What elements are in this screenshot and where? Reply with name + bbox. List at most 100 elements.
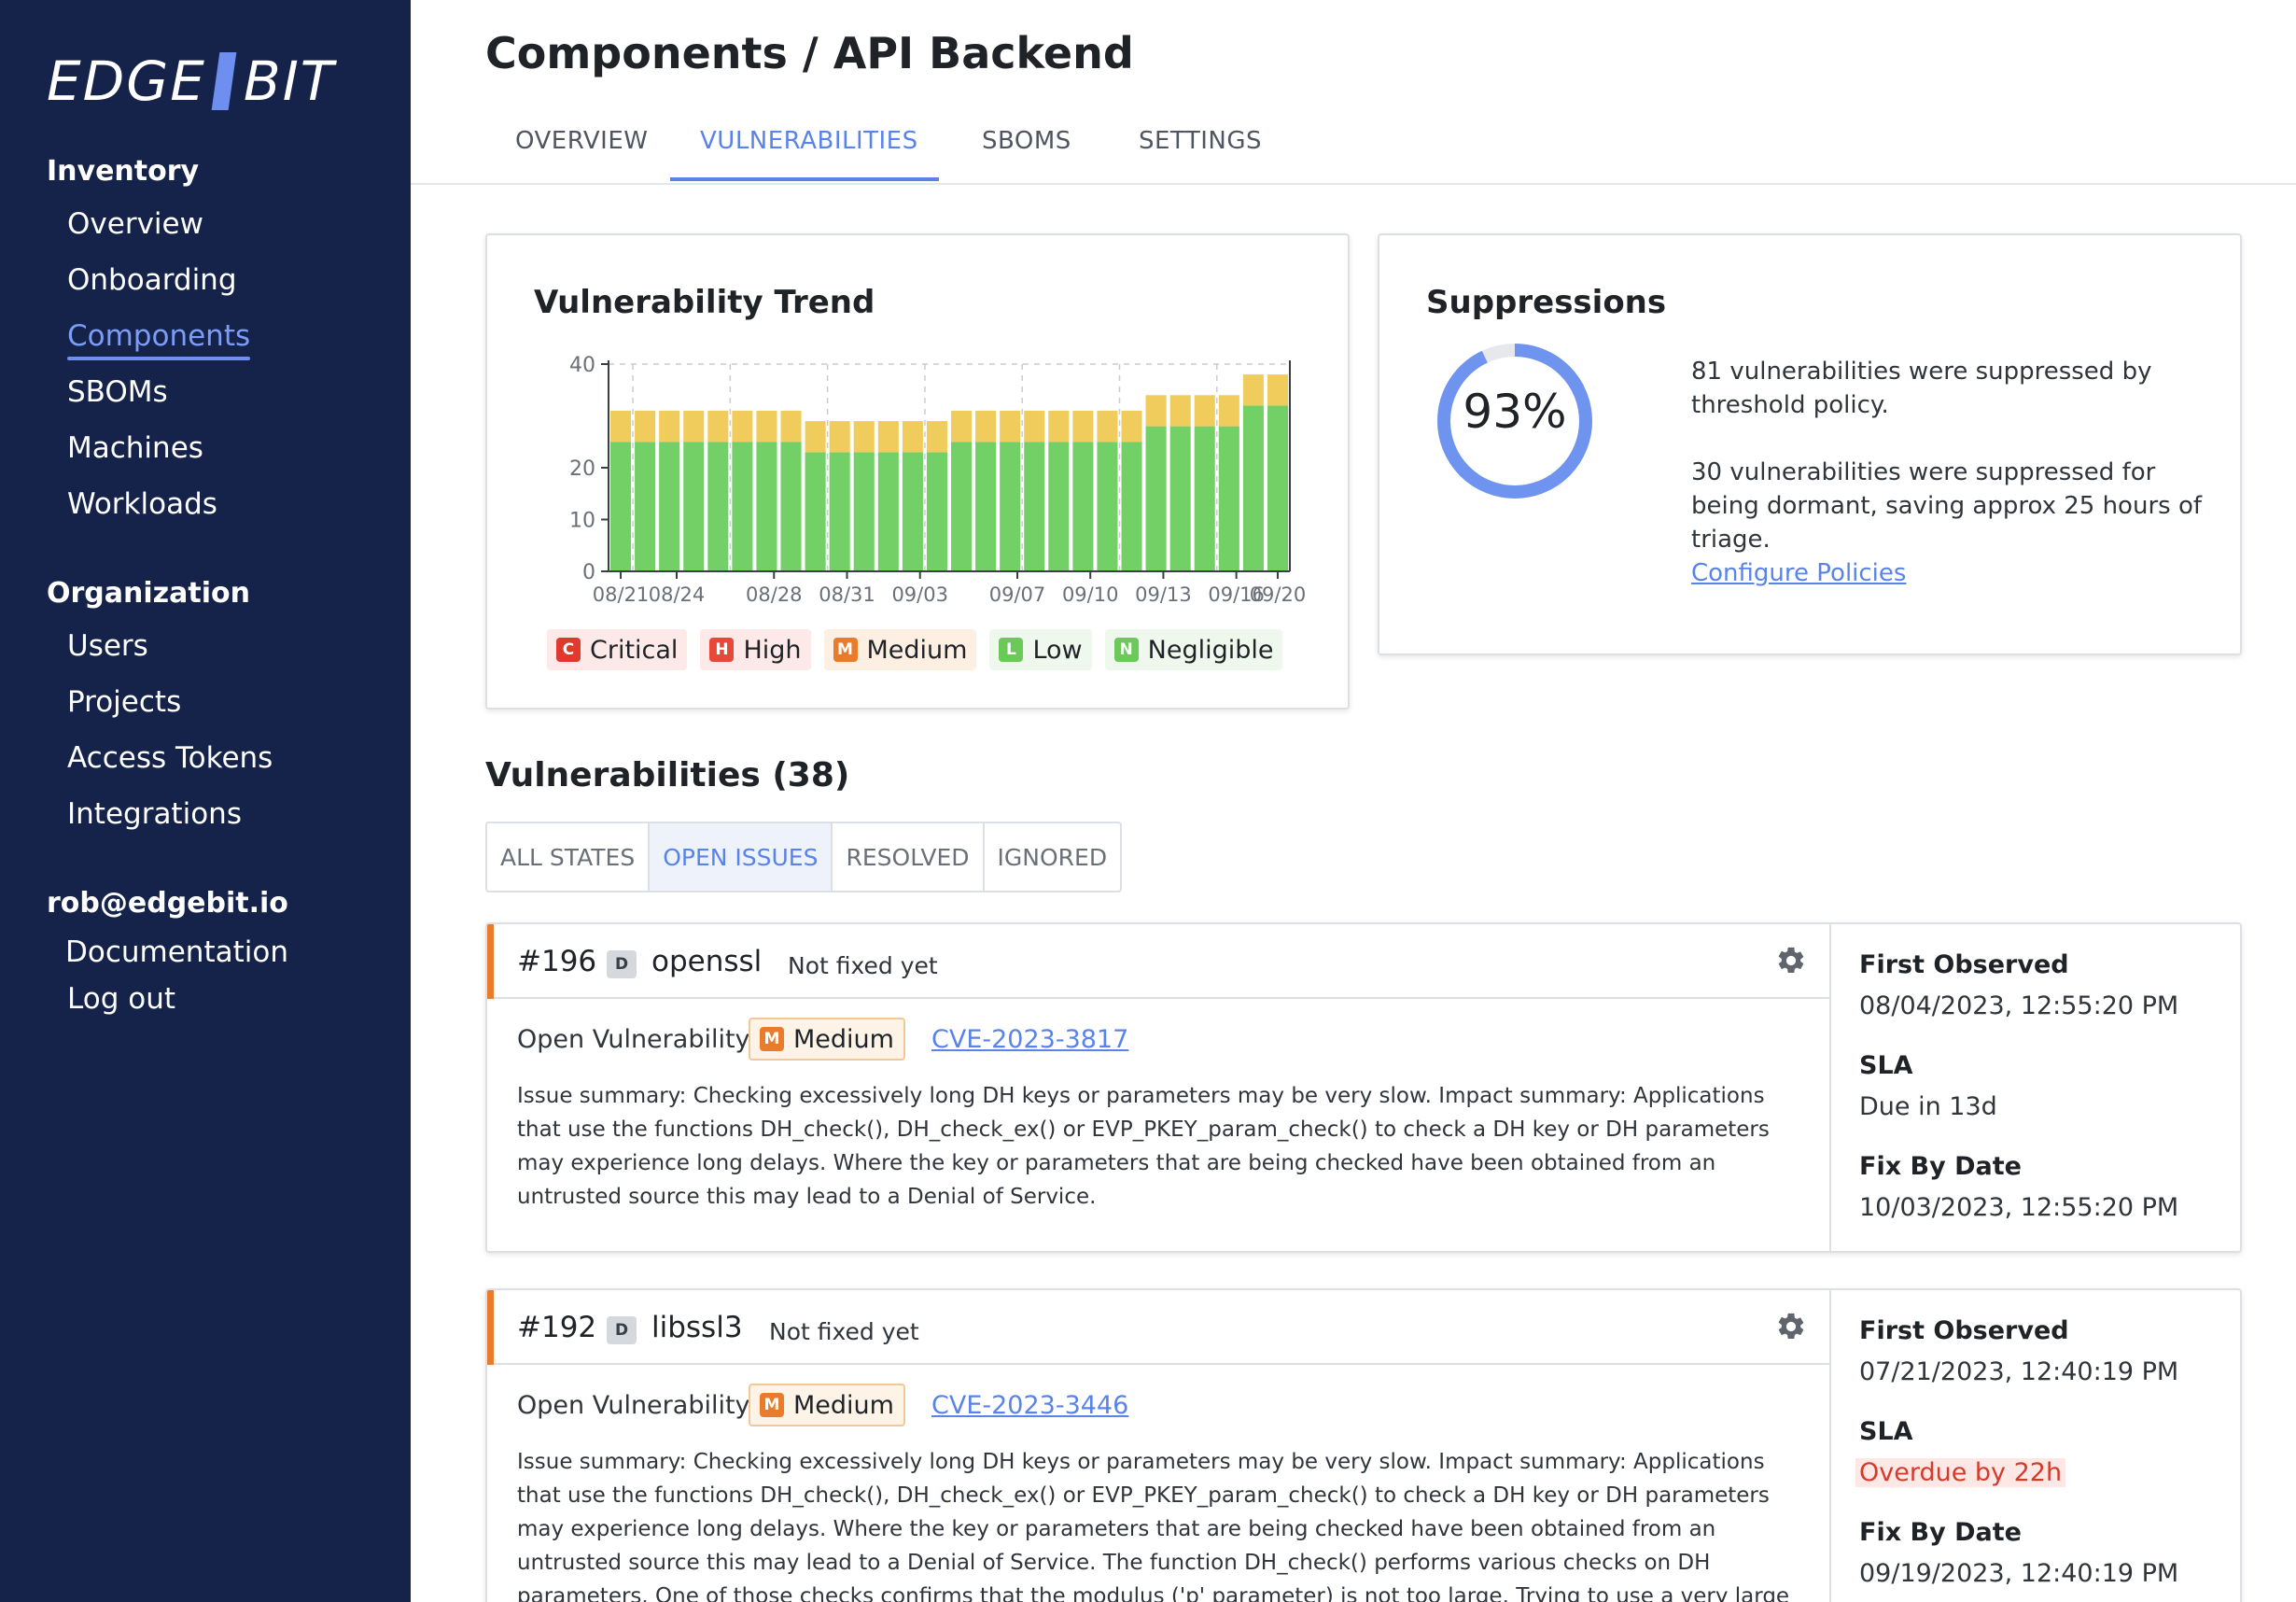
legend-negligible[interactable]: N Negligible <box>1104 629 1283 670</box>
x-tick-label: 09/16 <box>1208 583 1265 606</box>
ring-fill <box>1437 344 1592 499</box>
gear-icon[interactable] <box>1775 945 1807 977</box>
bar-medium <box>1000 410 1021 443</box>
edgebit-logo[interactable]: EDGE BIT <box>47 49 336 113</box>
filter-resolved[interactable]: RESOLVED <box>833 823 985 891</box>
tab-settings[interactable]: SETTINGS <box>1139 127 1263 155</box>
filter-open-issues[interactable]: OPEN ISSUES <box>650 823 833 891</box>
sidebar-item-integrations[interactable]: Integrations <box>67 797 242 831</box>
legend-high-label: High <box>743 635 802 665</box>
tab-overview[interactable]: OVERVIEW <box>515 127 649 155</box>
vulnerability-trend-chart: 0 10 20 40 08/21 08/24 08/28 08/31 09/03 09/07 09/… <box>569 354 1307 606</box>
x-tick-label: 08/31 <box>819 583 875 606</box>
bar-medium <box>780 410 802 443</box>
filter-ignored[interactable]: IGNORED <box>997 843 1108 871</box>
suppressed-dormant-text: 30 vulnerabilities were suppressed for b… <box>1691 458 2203 554</box>
bar-medium <box>1145 395 1167 427</box>
bar-low <box>1048 442 1070 571</box>
bar-low <box>780 442 802 571</box>
x-tick-label: 08/24 <box>649 583 706 606</box>
legend-high[interactable]: H High <box>700 629 811 670</box>
bar-medium <box>902 421 923 453</box>
filter-all-states[interactable]: ALL STATES <box>487 823 651 891</box>
bar-medium <box>829 421 850 453</box>
bar-medium <box>1121 410 1142 443</box>
bar-medium <box>877 421 899 453</box>
x-tick-label: 09/10 <box>1062 583 1119 606</box>
y-tick-label: 40 <box>569 354 595 377</box>
sidebar-item-projects[interactable]: Projects <box>67 685 182 719</box>
configure-policies-link[interactable]: Configure Policies <box>1691 559 1907 587</box>
vulnerability-header: #192 D libssl3 Not fixed yet <box>487 1290 1831 1365</box>
severity-badge: M Medium <box>749 1018 905 1061</box>
legend-high-icon: H <box>709 638 735 662</box>
sidebar-item-machines[interactable]: Machines <box>67 431 203 465</box>
fix-status: Not fixed yet <box>769 1318 919 1345</box>
logo-text-right: BIT <box>243 49 336 113</box>
bar-medium <box>951 410 973 443</box>
fix-by-value: 09/19/2023, 12:40:19 PM <box>1859 1559 2179 1588</box>
cve-link[interactable]: CVE-2023-3446 <box>931 1391 1129 1420</box>
bar-medium <box>853 421 875 453</box>
legend-medium-icon: M <box>833 638 858 662</box>
legend-negligible-icon: N <box>1113 638 1139 662</box>
bar-low <box>1145 426 1167 571</box>
sidebar-item-log-out[interactable]: Log out <box>67 982 175 1016</box>
legend-low-icon: L <box>999 638 1024 662</box>
package-name: openssl <box>651 945 763 978</box>
x-tick-label: 09/03 <box>891 583 948 606</box>
y-tick-label: 0 <box>582 561 595 584</box>
vulnerability-card[interactable]: #196 D openssl Not fixed yet Open Vulner… <box>485 922 2242 1253</box>
x-tick-label: 09/13 <box>1135 583 1192 606</box>
bar-medium <box>1194 395 1215 427</box>
bar-medium <box>805 421 826 453</box>
sidebar-item-users[interactable]: Users <box>67 629 148 663</box>
vulnerability-header: #196 D openssl Not fixed yet <box>487 924 1831 999</box>
bar-low <box>683 442 705 571</box>
fix-by-label: Fix By Date <box>1859 1518 2022 1547</box>
severity-letter: M <box>760 1393 784 1417</box>
severity-badge: M Medium <box>749 1384 905 1426</box>
legend-medium[interactable]: M Medium <box>823 629 977 670</box>
sidebar-item-overview[interactable]: Overview <box>67 207 203 241</box>
first-observed-value: 07/21/2023, 12:40:19 PM <box>1859 1357 2179 1386</box>
bar-low <box>951 442 973 571</box>
fix-by-value: 10/03/2023, 12:55:20 PM <box>1859 1193 2179 1222</box>
bar-low <box>1072 442 1094 571</box>
first-observed-label: First Observed <box>1859 950 2069 979</box>
severity-label: Medium <box>793 1024 894 1054</box>
vulnerability-number: #196 <box>517 945 597 978</box>
bar-medium <box>610 410 632 443</box>
gear-icon[interactable] <box>1775 1311 1807 1342</box>
bar-low <box>805 452 826 571</box>
y-tick-label: 20 <box>569 457 595 481</box>
cve-link[interactable]: CVE-2023-3817 <box>931 1025 1129 1054</box>
vulnerability-card[interactable]: #192 D libssl3 Not fixed yet Open Vulner… <box>485 1288 2242 1602</box>
y-tick-label: 10 <box>569 510 595 533</box>
sidebar-item-access-tokens[interactable]: Access Tokens <box>67 741 273 775</box>
bar-medium <box>635 410 656 443</box>
sidebar-item-documentation[interactable]: Documentation <box>65 935 288 969</box>
bar-medium <box>1242 374 1264 406</box>
legend-critical[interactable]: C Critical <box>547 629 688 670</box>
suppression-percent: 93% <box>1463 385 1567 439</box>
sidebar-item-components[interactable]: Components <box>67 319 251 360</box>
sla-value: Due in 13d <box>1859 1092 1997 1121</box>
bar-medium <box>707 410 729 443</box>
sidebar-item-sboms[interactable]: SBOMs <box>67 375 168 409</box>
bar-low <box>926 452 947 571</box>
tab-sboms[interactable]: SBOMS <box>982 127 1071 155</box>
x-tick-label: 09/20 <box>1250 583 1307 606</box>
vulnerability-description: Issue summary: Checking excessively long… <box>517 1084 1770 1209</box>
distro-badge: D <box>607 950 637 978</box>
tab-vulnerabilities[interactable]: VULNERABILITIES <box>700 127 918 155</box>
vulnerability-main <box>487 1290 1831 1602</box>
bar-low <box>1169 426 1191 571</box>
legend-low[interactable]: L Low <box>989 629 1092 670</box>
bar-medium <box>1169 395 1191 427</box>
x-tick-label: 09/07 <box>989 583 1046 606</box>
sidebar-item-workloads[interactable]: Workloads <box>67 487 217 521</box>
legend-critical-icon: C <box>556 638 581 662</box>
bar-low <box>756 442 777 571</box>
sidebar-item-onboarding[interactable]: Onboarding <box>67 263 237 297</box>
